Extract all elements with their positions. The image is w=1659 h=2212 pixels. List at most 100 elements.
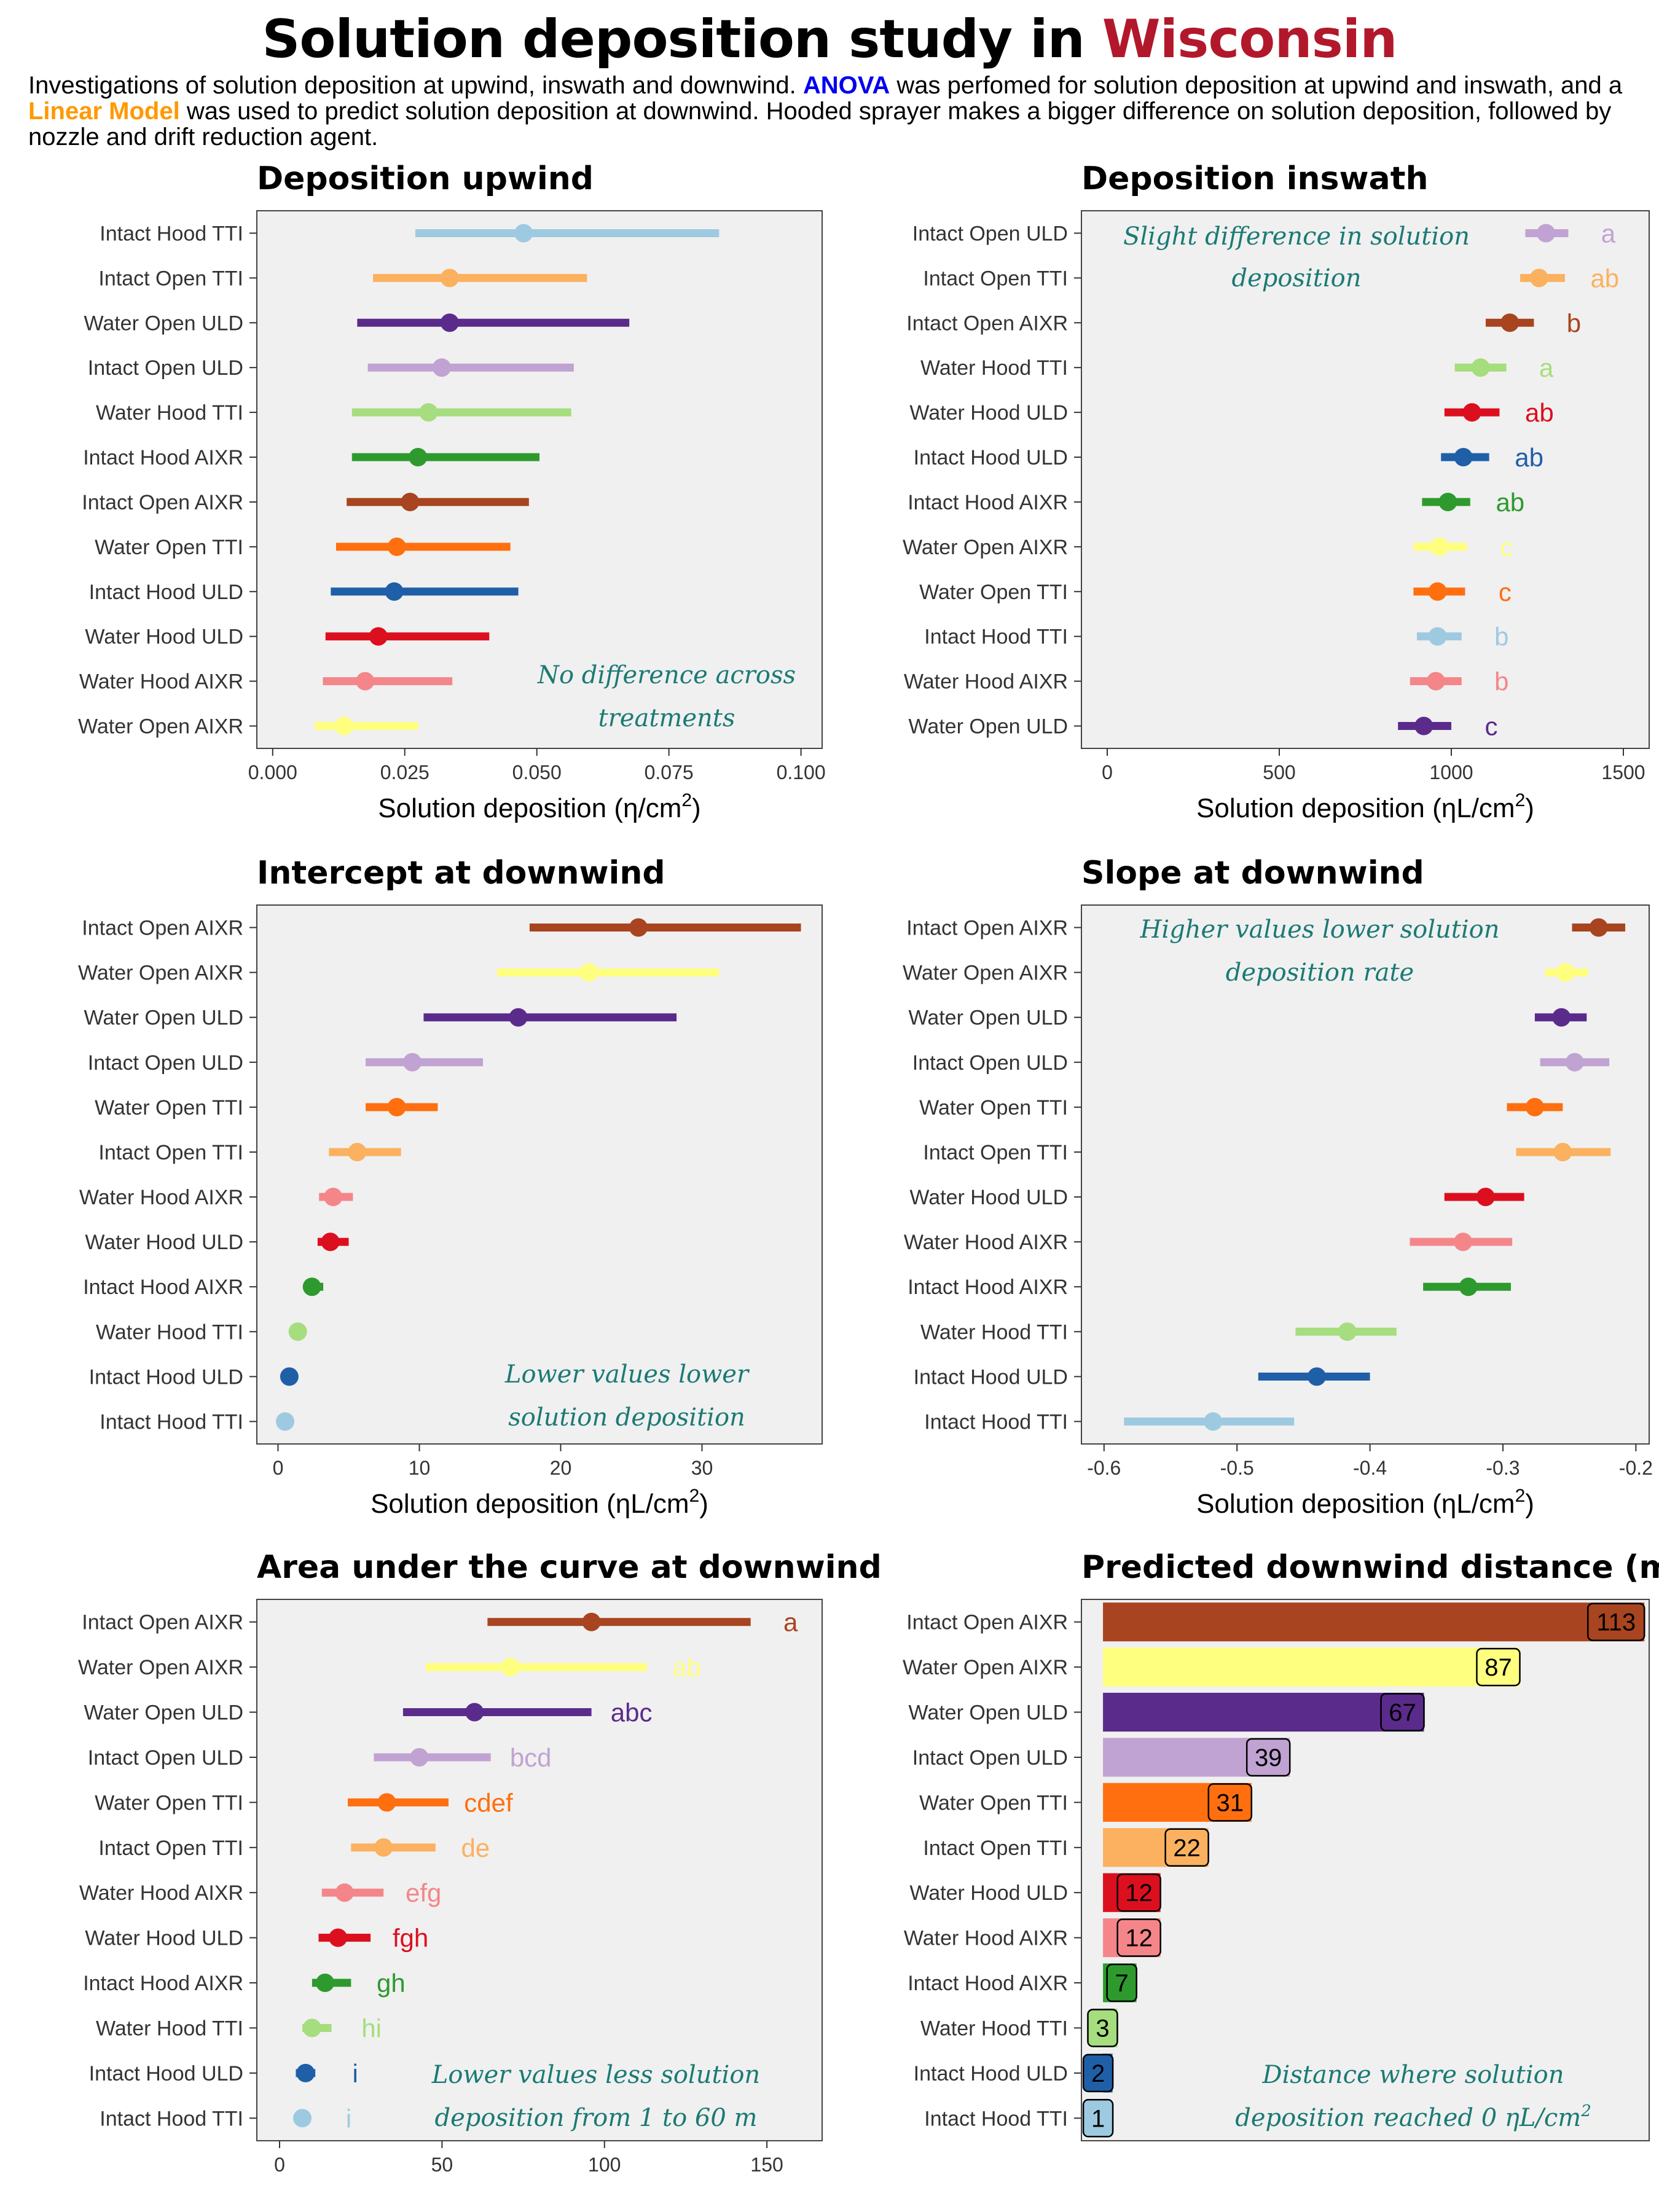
y-tick-label: Intact Hood TTI <box>100 222 243 245</box>
y-tick-label: Water Open TTI <box>919 1791 1068 1814</box>
estimate-point <box>1459 1277 1478 1296</box>
estimate-point <box>509 1008 528 1027</box>
group-letter: a <box>1601 219 1616 248</box>
x-tick-label: 50 <box>431 2154 453 2176</box>
y-tick-label: Intact Hood ULD <box>89 1365 243 1389</box>
estimate-point <box>1552 1008 1571 1027</box>
x-tick-label: 0 <box>1102 761 1113 783</box>
subtitle-text-1: Investigations of solution deposition at… <box>28 72 803 99</box>
estimate-point <box>1525 1097 1544 1116</box>
estimate-point <box>401 492 420 511</box>
y-tick-label: Water Hood AIXR <box>79 1881 243 1905</box>
estimate-point <box>1565 1053 1584 1072</box>
group-letter: ab <box>1590 264 1619 292</box>
group-letter: cdef <box>464 1788 513 1817</box>
estimate-point <box>432 358 451 377</box>
group-letter: efg <box>406 1878 441 1907</box>
x-tick-label: 10 <box>409 1457 431 1479</box>
y-tick-label: Intact Open AIXR <box>906 1611 1068 1634</box>
y-tick-label: Intact Hood AIXR <box>908 1276 1068 1299</box>
estimate-point <box>1500 313 1520 332</box>
chart-title: Slope at downwind <box>1081 855 1424 892</box>
y-tick-label: Intact Open TTI <box>923 1141 1068 1164</box>
group-letter: hi <box>361 2014 382 2042</box>
y-tick-label: Intact Open AIXR <box>82 1611 243 1634</box>
chart-panel-6: Predicted downwind distance (m) Intact Op… <box>903 1549 1659 2141</box>
title-highlight: Wisconsin <box>1102 9 1398 70</box>
estimate-point <box>385 582 404 601</box>
estimate-point <box>440 269 459 288</box>
group-letter: i <box>353 2059 358 2088</box>
chart-title: Deposition upwind <box>257 160 594 197</box>
bar-value-label: 12 <box>1125 1925 1153 1952</box>
estimate-point <box>280 1367 299 1386</box>
y-tick-label: Intact Hood TTI <box>100 2107 243 2130</box>
estimate-point <box>629 918 648 937</box>
y-tick-label: Water Hood ULD <box>909 1881 1068 1905</box>
annotation-line-2: deposition reached 0 ηL/cm2 <box>1235 2102 1591 2132</box>
y-tick-label: Intact Hood ULD <box>89 581 243 604</box>
group-letter: de <box>461 1834 490 1862</box>
estimate-point <box>1556 963 1575 982</box>
bar <box>1103 1647 1520 1687</box>
estimate-point <box>1529 269 1548 288</box>
estimate-point <box>403 1053 422 1072</box>
estimate-point <box>1454 448 1473 467</box>
estimate-point <box>440 313 459 332</box>
subtitle-linear-model: Linear Model <box>28 98 180 125</box>
x-tick-label: 20 <box>550 1457 572 1479</box>
estimate-point <box>1428 627 1447 646</box>
y-tick-label: Water Hood TTI <box>96 1320 243 1344</box>
estimate-point <box>316 1974 335 1993</box>
estimate-point <box>1553 1142 1572 1161</box>
y-tick-label: Water Open ULD <box>84 312 244 335</box>
group-letter: ab <box>1515 443 1543 472</box>
y-tick-label: Intact Hood TTI <box>100 1410 243 1433</box>
subtitle-text-2: was perfomed for solution deposition at … <box>890 72 1623 99</box>
subtitle-anova: ANOVA <box>802 72 890 99</box>
y-tick-label: Water Open ULD <box>909 715 1069 739</box>
annotation-line-2: treatments <box>598 704 735 732</box>
y-tick-label: Intact Open ULD <box>912 222 1068 245</box>
title-main: Solution deposition study in <box>262 9 1102 70</box>
chart-panel-2: Deposition inswath Intact Open ULD Intact … <box>903 160 1650 823</box>
estimate-point <box>387 1097 406 1116</box>
panel-background <box>256 904 823 1445</box>
page-title: Solution deposition study in Wisconsin <box>0 9 1659 70</box>
y-tick-label: Water Open AIXR <box>78 962 243 985</box>
estimate-point <box>1476 1188 1495 1207</box>
estimate-point <box>1308 1367 1327 1386</box>
y-tick-label: Water Open TTI <box>95 1096 243 1120</box>
y-tick-label: Intact Hood TTI <box>924 626 1068 649</box>
x-axis-title: Solution deposition (ηL/cm2) <box>371 1486 708 1519</box>
group-letter: b <box>1494 667 1508 696</box>
x-axis-title: Solution deposition (ηL/cm2) <box>1196 1486 1534 1519</box>
bar <box>1103 1692 1424 1732</box>
y-tick-label: Water Hood ULD <box>85 1231 243 1254</box>
group-letter: ab <box>672 1653 701 1682</box>
y-tick-label: Intact Hood ULD <box>914 446 1068 469</box>
estimate-point <box>334 716 353 735</box>
group-letter: gh <box>377 1969 406 1998</box>
bar-value-label: 7 <box>1115 1970 1129 1997</box>
estimate-point <box>409 448 428 467</box>
estimate-point <box>579 963 598 982</box>
y-tick-label: Intact Open ULD <box>88 1051 243 1075</box>
x-tick-label: 0.075 <box>645 761 694 783</box>
estimate-point <box>1454 1233 1473 1252</box>
bar-value-label: 22 <box>1173 1835 1201 1862</box>
bar-value-label: 2 <box>1091 2060 1105 2087</box>
estimate-point <box>1426 672 1445 691</box>
estimate-point <box>348 1142 367 1161</box>
y-tick-label: Intact Hood AIXR <box>908 1972 1068 1995</box>
group-letter: bcd <box>510 1743 552 1772</box>
chart-panel-1: Deposition upwind Intact Hood TTI Intact O… <box>78 160 826 823</box>
bar-value-label: 1 <box>1091 2105 1105 2132</box>
y-tick-label: Water Hood AIXR <box>79 1186 243 1209</box>
y-tick-label: Intact Hood AIXR <box>83 1276 243 1299</box>
page-subtitle: Investigations of solution deposition at… <box>28 73 1638 150</box>
x-tick-label: -0.3 <box>1486 1457 1520 1479</box>
bar-value-label: 39 <box>1255 1744 1282 1771</box>
estimate-point <box>356 672 375 691</box>
bar-value-box <box>1586 1602 1645 1641</box>
